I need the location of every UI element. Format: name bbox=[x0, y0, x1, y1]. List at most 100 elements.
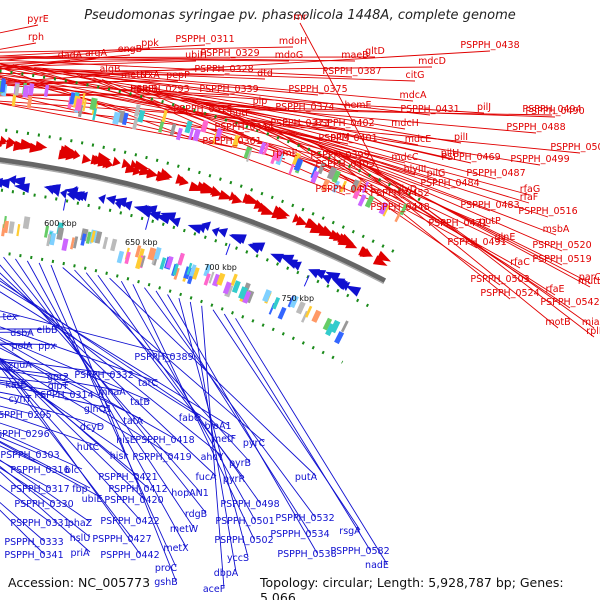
gene-features bbox=[0, 78, 408, 345]
reverse-gene-label: PSPPH_0418 bbox=[135, 435, 194, 446]
reverse-label-leader bbox=[0, 344, 173, 457]
cog-block-outer bbox=[246, 150, 252, 162]
forward-gene-label: PSPPH_0403 bbox=[315, 159, 374, 170]
reverse-gene-label: metX bbox=[163, 543, 189, 554]
cog-block-outer bbox=[339, 180, 347, 193]
reverse-gene-label: PSPPH_0498 bbox=[220, 499, 279, 510]
cog-block-inner bbox=[90, 230, 96, 243]
reverse-gene-label: PSPPH_0303 bbox=[0, 450, 59, 461]
forward-gene-label: mdcD bbox=[418, 56, 446, 67]
forward-gene-label: miaA bbox=[582, 317, 600, 328]
cog-block-inner bbox=[192, 267, 200, 280]
cog-block-outer bbox=[292, 152, 301, 166]
forward-label-leader bbox=[0, 66, 346, 196]
forward-gene-label: rplI bbox=[586, 326, 600, 337]
forward-gene-arrow bbox=[133, 160, 149, 171]
forward-label-leader bbox=[287, 132, 557, 236]
forward-label-leader bbox=[0, 94, 145, 97]
cog-block-inner bbox=[340, 320, 349, 333]
reverse-gene-label: metW bbox=[170, 524, 199, 535]
reverse-gene-arrow bbox=[139, 204, 147, 215]
forward-label-leader bbox=[251, 119, 531, 196]
cog-block-inner bbox=[22, 216, 31, 230]
forward-label-leader bbox=[0, 72, 349, 145]
forward-gene-label: PSPPH_0375 bbox=[288, 84, 347, 95]
cog-block-outer bbox=[112, 111, 121, 125]
cog-block-inner bbox=[147, 247, 157, 261]
forward-gene-label: PSPPH_0438 bbox=[460, 40, 519, 51]
cog-block-inner bbox=[177, 252, 185, 266]
reverse-gene-label: ubiE bbox=[82, 494, 103, 505]
cog-block-outer bbox=[331, 170, 341, 184]
forward-gene-label: rph bbox=[28, 32, 44, 43]
cog-block-outer bbox=[158, 120, 165, 133]
forward-gene-label: pepP bbox=[166, 70, 190, 81]
forward-gene-label: PSPPH_0315 bbox=[173, 104, 232, 115]
forward-gene-label: pyrE bbox=[27, 14, 49, 25]
cog-block-inner bbox=[46, 234, 52, 247]
reverse-gene-label: gor2 bbox=[47, 372, 69, 383]
forward-gene-label: ppk bbox=[141, 38, 159, 49]
reverse-gene-label: gshB bbox=[154, 577, 178, 588]
reverse-label-leader bbox=[38, 262, 177, 568]
reverse-gene-label: katE bbox=[6, 380, 27, 391]
reverse-gene-arrow bbox=[312, 269, 327, 280]
reverse-label-leader bbox=[50, 264, 177, 582]
forward-gene-label: PSPPH_0402 bbox=[315, 118, 374, 129]
reverse-gene-label: PSPPH_0295 bbox=[0, 410, 52, 421]
forward-gene-label: PSPPH_0471 bbox=[428, 218, 487, 229]
forward-label-leader bbox=[189, 100, 497, 180]
reverse-label-leader bbox=[26, 260, 187, 548]
cog-block-outer bbox=[274, 148, 284, 162]
reverse-gene-label: hopAN1 bbox=[171, 488, 209, 499]
reverse-label-leader bbox=[0, 412, 99, 447]
cog-block-outer bbox=[382, 204, 390, 217]
forward-gene-label: PSPPH_0484 bbox=[420, 178, 479, 189]
forward-gene-arrow bbox=[0, 140, 7, 145]
reverse-gene-label: fucA bbox=[195, 472, 217, 483]
forward-gene-arrow bbox=[275, 206, 291, 217]
reverse-label-leader bbox=[62, 267, 265, 443]
cog-block-outer bbox=[26, 95, 33, 109]
kbp-tick-mark bbox=[225, 243, 231, 256]
reverse-gene-label: ahcY bbox=[201, 452, 224, 463]
reverse-label-leader bbox=[0, 310, 175, 357]
cog-block-outer bbox=[288, 162, 295, 175]
cog-block-inner bbox=[3, 220, 10, 234]
forward-label-leader bbox=[374, 168, 595, 338]
cog-block-inner bbox=[189, 264, 197, 277]
cog-block-inner bbox=[85, 231, 92, 244]
forward-gene-label: PSPPH_0500 bbox=[550, 142, 600, 153]
cog-block-outer bbox=[28, 83, 35, 96]
reverse-gene-label: glnQ1 bbox=[84, 404, 112, 415]
reverse-label-leader bbox=[0, 431, 83, 470]
cog-block-inner bbox=[203, 273, 211, 286]
reverse-gene-label: tatC bbox=[138, 378, 158, 389]
reverse-gene-label: pyrR bbox=[223, 474, 246, 485]
reverse-gene-label: fbp bbox=[72, 484, 87, 495]
forward-gene-arrow bbox=[159, 168, 168, 178]
reverse-gene-label: PSPPH_0316 bbox=[10, 465, 69, 476]
forward-gene-label: PSPPH_0399 bbox=[310, 150, 369, 161]
forward-label-leader bbox=[59, 66, 433, 73]
forward-label-leader bbox=[206, 105, 556, 118]
reverse-gene-arrow bbox=[105, 195, 117, 205]
forward-gene-label: mdcA bbox=[399, 90, 427, 101]
cog-block-outer bbox=[132, 117, 139, 130]
reverse-label-leader bbox=[0, 291, 201, 418]
reverse-gene-label: PSPPH_0427 bbox=[92, 534, 151, 545]
forward-label-leader bbox=[0, 100, 204, 116]
reverse-gene-arrow bbox=[70, 185, 78, 196]
reverse-label-leader bbox=[109, 277, 317, 477]
forward-label-leader bbox=[160, 92, 485, 114]
forward-gene-label: dtd bbox=[257, 68, 273, 79]
cog-block-inner bbox=[135, 256, 143, 270]
kbp-tick-label: 750 kbp bbox=[281, 294, 314, 303]
forward-label-leader bbox=[315, 143, 511, 300]
forward-gene-arrow bbox=[175, 174, 189, 184]
forward-gene-label: mdcC bbox=[391, 152, 419, 163]
reverse-gene-arrow bbox=[252, 242, 266, 252]
reverse-gene-arrow bbox=[345, 285, 362, 297]
reverse-label-leader bbox=[235, 318, 388, 565]
